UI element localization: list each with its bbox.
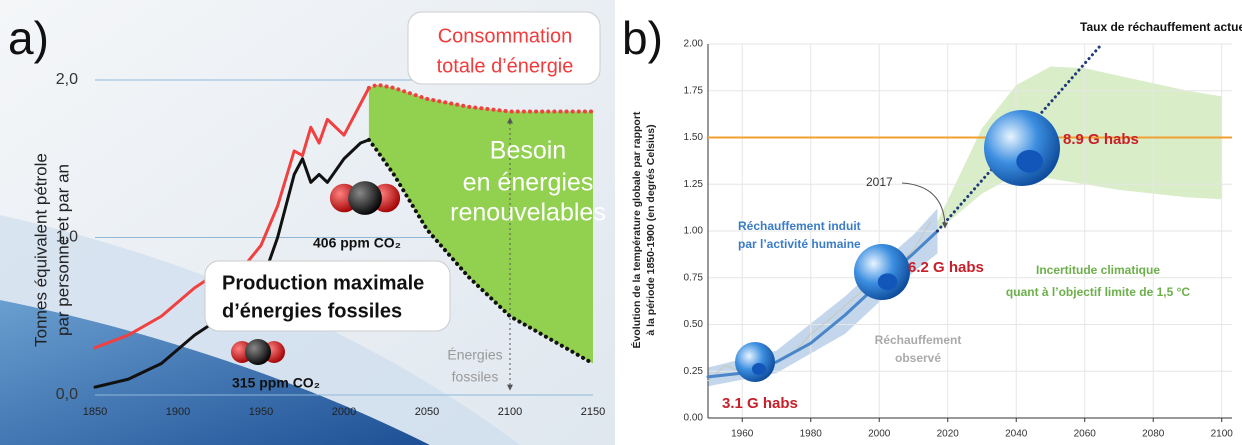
x-tick-label: 1850 [83, 406, 107, 418]
x-tick-label: 2060 [1074, 429, 1097, 440]
fill-area [368, 84, 593, 364]
x-tick-label: 2150 [581, 406, 605, 418]
panel-label: b) [622, 12, 663, 64]
y-axis-label: Tonnes équivalent pétrole [31, 153, 50, 347]
panel-a: 0,0 1,0 2,0 1850 1900 1950 2000 2050 2100 2150 a) T… [0, 0, 615, 445]
annotation: Énergies [447, 347, 502, 363]
annotation: Besoin [490, 137, 566, 165]
x-tick-label: 1980 [800, 429, 823, 440]
globe [854, 244, 910, 300]
background-shape [0, 300, 430, 445]
annotation: Réchauffement induit [738, 219, 861, 233]
globe-land [1016, 149, 1043, 173]
y-tick-label: 1.50 [684, 132, 704, 143]
x-tick-label: 1960 [731, 429, 754, 440]
annotation: 6.2 G habs [908, 259, 984, 276]
series-line [366, 82, 595, 114]
x-tick-label: 2000 [868, 429, 891, 440]
annotation: Production maximale [222, 272, 424, 294]
annotation: d’énergies fossiles [222, 300, 402, 322]
series-line [935, 42, 1104, 233]
uncertainty-band [937, 66, 1222, 231]
annotation-box [204, 260, 451, 332]
y-tick-label: 0.75 [684, 272, 704, 283]
x-tick-label: 1950 [249, 406, 273, 418]
annotation: 3.1 G habs [722, 395, 798, 412]
y-tick-label: 0.50 [684, 319, 704, 330]
x-tick-label: 2100 [1211, 429, 1234, 440]
annotation: 2017 [866, 175, 893, 189]
annotation: quant à l’objectif limite de 1,5 °C [1006, 285, 1191, 299]
series-line [93, 138, 371, 389]
panel-b: 0.00 0.25 0.50 0.75 1.00 1.25 1.50 1.75 2.00 1960… [622, 12, 1242, 439]
arrow [901, 182, 948, 229]
panel-label: a) [8, 12, 49, 64]
globe-land [877, 273, 898, 291]
x-tick-label: 2100 [498, 406, 522, 418]
x-tick-label: 2020 [937, 429, 960, 440]
annotation: 8.9 G habs [1063, 131, 1139, 148]
series-line [366, 137, 595, 366]
series-line [93, 86, 371, 350]
x-tick-label: 1900 [166, 406, 190, 418]
x-tick-label: 2080 [1142, 429, 1165, 440]
y-tick-label: 1.75 [684, 85, 704, 96]
uncertainty-band [708, 208, 938, 387]
globe [735, 342, 775, 382]
x-tick-label: 2040 [1005, 429, 1028, 440]
y-tick-label: 2,0 [56, 71, 78, 88]
annotation: 406 ppm CO₂ [313, 235, 401, 251]
annotation: fossiles [452, 369, 499, 385]
y-axis-label: à la période 1850-1900 (en degrés Celsiu… [645, 124, 657, 335]
globe [984, 110, 1060, 186]
x-tick-label: 2050 [415, 406, 439, 418]
y-tick-label: 1.00 [684, 226, 704, 237]
annotation: observé [895, 351, 941, 365]
y-tick-label: 1.25 [684, 179, 704, 190]
x-tick-label: 2000 [332, 406, 356, 418]
molecule [348, 181, 382, 215]
globe-land [752, 363, 766, 375]
y-axis-label: par personne et par an [53, 164, 72, 336]
annotation: Incertitude climatique [1036, 263, 1160, 277]
annotation-box [407, 11, 601, 85]
y-tick-label: 1,0 [56, 229, 78, 246]
annotation: Réchauffement [875, 333, 962, 347]
y-axis-label: Évolution de la température globale par … [630, 111, 643, 348]
annotation: 315 ppm CO₂ [232, 375, 320, 391]
y-tick-label: 0,0 [56, 386, 78, 403]
annotation: en énergies [463, 169, 594, 197]
annotation: totale d’énergie [437, 55, 574, 77]
annotation: Consommation [438, 25, 573, 47]
annotation: par l’activité humaine [738, 237, 861, 251]
y-tick-label: 0.00 [684, 413, 704, 424]
annotation: renouvelables [450, 199, 606, 227]
chart-title: Taux de réchauffement actuel [1080, 20, 1242, 34]
y-tick-label: 2.00 [684, 39, 704, 50]
y-tick-label: 0.25 [684, 366, 704, 377]
molecule [245, 339, 271, 365]
